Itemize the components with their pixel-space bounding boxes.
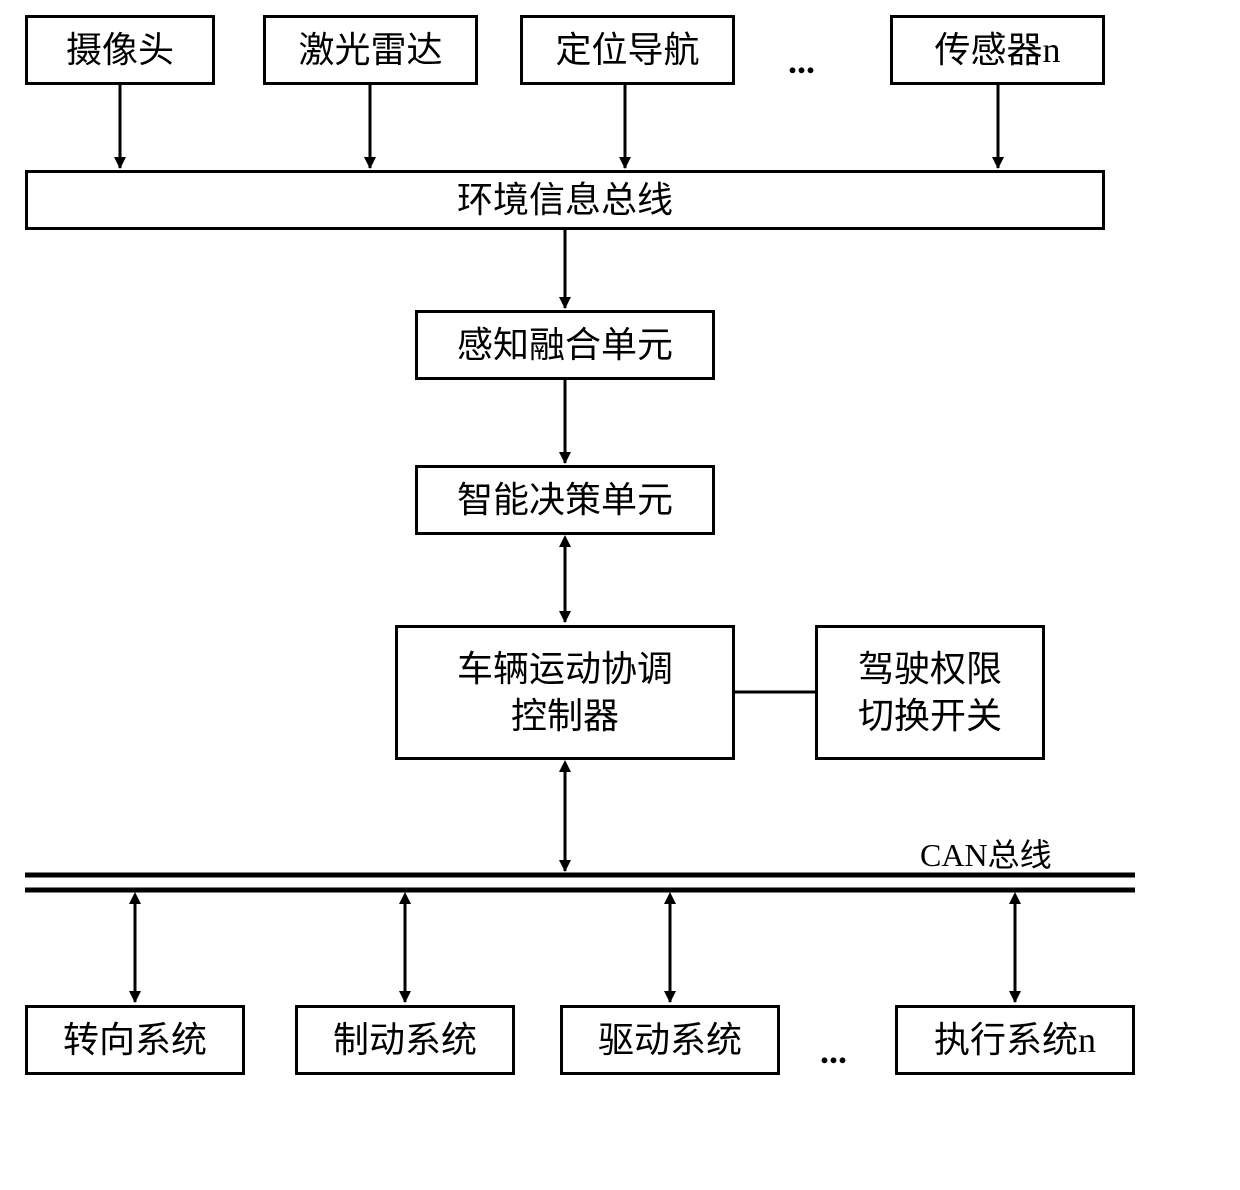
drive-label: 驱动系统 <box>598 1017 742 1064</box>
sensor-n-box: 传感器n <box>890 15 1105 85</box>
decision-box: 智能决策单元 <box>415 465 715 535</box>
steering-label: 转向系统 <box>63 1017 207 1064</box>
decision-label: 智能决策单元 <box>457 477 673 524</box>
sensor-n-label: 传感器n <box>934 27 1060 74</box>
nav-label: 定位导航 <box>555 27 699 74</box>
lidar-label: 激光雷达 <box>298 27 442 74</box>
camera-box: 摄像头 <box>25 15 215 85</box>
nav-box: 定位导航 <box>520 15 735 85</box>
controller-label: 车辆运动协调 控制器 <box>457 646 673 740</box>
drive-box: 驱动系统 <box>560 1005 780 1075</box>
can-bus-label: CAN总线 <box>920 830 1052 876</box>
exec-n-label: 执行系统n <box>934 1017 1096 1064</box>
camera-label: 摄像头 <box>66 27 174 74</box>
controller-box: 车辆运动协调 控制器 <box>395 625 735 760</box>
env-bus-label: 环境信息总线 <box>457 177 673 224</box>
switch-box: 驾驶权限 切换开关 <box>815 625 1045 760</box>
perception-label: 感知融合单元 <box>457 322 673 369</box>
switch-label: 驾驶权限 切换开关 <box>858 646 1002 740</box>
env-bus-box: 环境信息总线 <box>25 170 1105 230</box>
steering-box: 转向系统 <box>25 1005 245 1075</box>
dots-top: ... <box>788 40 815 82</box>
braking-label: 制动系统 <box>333 1017 477 1064</box>
exec-n-box: 执行系统n <box>895 1005 1135 1075</box>
dots-bottom: ... <box>820 1030 847 1072</box>
perception-box: 感知融合单元 <box>415 310 715 380</box>
braking-box: 制动系统 <box>295 1005 515 1075</box>
lidar-box: 激光雷达 <box>263 15 478 85</box>
